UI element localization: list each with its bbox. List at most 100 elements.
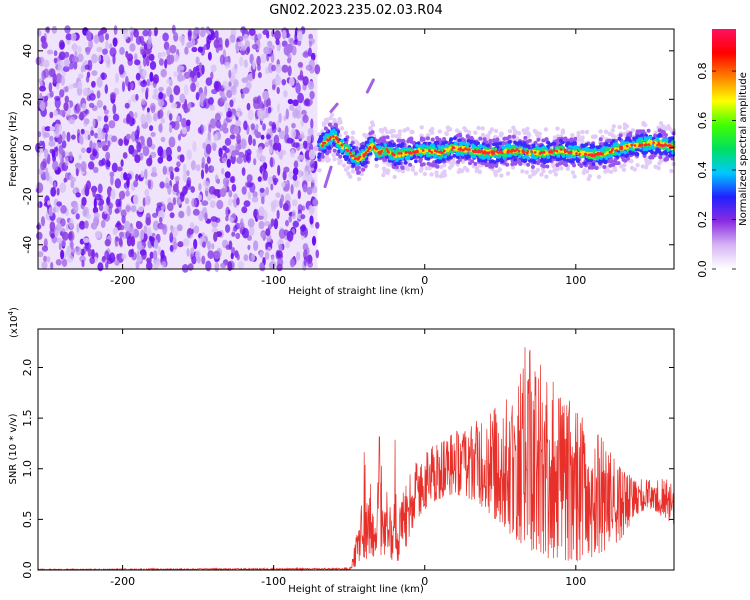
- noise-speck: [53, 110, 59, 117]
- noise-speck: [241, 77, 249, 83]
- noise-speck: [72, 188, 77, 195]
- noise-speck: [100, 219, 106, 229]
- noise-speck: [245, 155, 250, 162]
- noise-speck: [226, 111, 233, 118]
- noise-speck: [271, 123, 277, 134]
- signal-speck: [403, 161, 408, 165]
- noise-speck: [39, 145, 44, 154]
- signal-speck: [409, 129, 414, 135]
- noise-speck: [209, 104, 215, 111]
- noise-speck: [177, 73, 184, 82]
- signal-speck: [564, 163, 569, 167]
- noise-speck: [64, 95, 70, 104]
- noise-speck: [218, 147, 223, 158]
- noise-speck: [173, 241, 178, 250]
- signal-speck: [499, 158, 503, 163]
- noise-speck: [152, 250, 158, 260]
- noise-speck: [104, 250, 110, 260]
- signal-speck: [448, 138, 453, 143]
- noise-speck: [105, 197, 110, 205]
- noise-speck: [304, 98, 311, 106]
- noise-speck: [41, 41, 48, 49]
- noise-speck: [86, 147, 92, 154]
- signal-speck: [507, 134, 512, 139]
- signal-speck: [408, 162, 413, 167]
- signal-speck: [517, 149, 521, 153]
- noise-speck: [94, 132, 99, 139]
- noise-speck: [76, 223, 80, 233]
- signal-speck: [350, 169, 356, 174]
- noise-speck: [206, 240, 211, 250]
- noise-speck: [172, 183, 179, 193]
- noise-speck: [254, 128, 259, 136]
- noise-speck: [173, 85, 181, 96]
- signal-speck: [611, 124, 616, 129]
- signal-speck: [511, 134, 516, 139]
- signal-speck: [658, 121, 664, 126]
- noise-speck: [53, 57, 58, 64]
- noise-speck: [176, 224, 183, 232]
- noise-speck: [177, 198, 182, 205]
- noise-speck: [126, 113, 131, 124]
- noise-speck: [195, 92, 200, 101]
- signal-speck: [502, 146, 506, 151]
- signal-speck: [523, 135, 528, 140]
- signal-speck: [438, 164, 444, 170]
- noise-speck: [80, 128, 85, 135]
- noise-speck: [116, 166, 123, 172]
- signal-speck: [630, 143, 633, 147]
- noise-speck: [130, 31, 134, 42]
- signal-speck: [641, 150, 646, 155]
- signal-speck: [510, 165, 516, 170]
- noise-speck: [92, 166, 99, 174]
- noise-speck: [233, 193, 238, 200]
- signal-speck: [590, 143, 595, 148]
- noise-speck: [160, 249, 165, 259]
- noise-speck: [200, 169, 205, 180]
- noise-speck: [97, 115, 102, 122]
- signal-speck: [644, 159, 649, 164]
- signal-speck: [397, 149, 401, 153]
- noise-speck: [151, 166, 157, 174]
- noise-speck: [66, 131, 71, 142]
- noise-speck: [44, 148, 49, 159]
- signal-speck: [442, 169, 447, 174]
- signal-speck: [380, 146, 384, 150]
- signal-speck: [351, 163, 356, 168]
- noise-speck: [256, 151, 264, 161]
- noise-speck: [166, 78, 172, 84]
- noise-speck: [135, 72, 141, 81]
- noise-speck: [147, 226, 152, 237]
- signal-speck: [656, 166, 661, 171]
- noise-speck: [183, 84, 189, 96]
- signal-speck: [513, 161, 518, 166]
- signal-speck: [671, 150, 676, 155]
- noise-speck: [310, 118, 314, 129]
- noise-speck: [228, 69, 232, 79]
- signal-speck: [356, 176, 362, 182]
- signal-speck: [397, 143, 402, 148]
- signal-speck: [386, 162, 391, 167]
- noise-speck: [39, 92, 43, 101]
- signal-speck: [556, 157, 561, 162]
- noise-speck: [77, 81, 83, 89]
- noise-speck: [78, 133, 84, 144]
- signal-speck: [405, 126, 410, 132]
- noise-speck: [92, 187, 96, 198]
- noise-speck: [291, 199, 298, 207]
- noise-speck: [280, 194, 285, 203]
- signal-speck: [520, 169, 525, 174]
- noise-speck: [289, 38, 295, 48]
- noise-speck: [267, 40, 273, 47]
- noise-speck: [133, 29, 140, 38]
- signal-speck: [586, 158, 590, 163]
- noise-speck: [179, 154, 185, 163]
- signal-speck: [419, 125, 424, 130]
- noise-speck: [114, 178, 122, 189]
- noise-speck: [152, 220, 160, 231]
- signal-speck: [572, 163, 576, 168]
- noise-speck: [210, 165, 215, 172]
- signal-speck: [422, 144, 426, 148]
- noise-speck: [138, 63, 142, 74]
- signal-speck: [607, 131, 612, 136]
